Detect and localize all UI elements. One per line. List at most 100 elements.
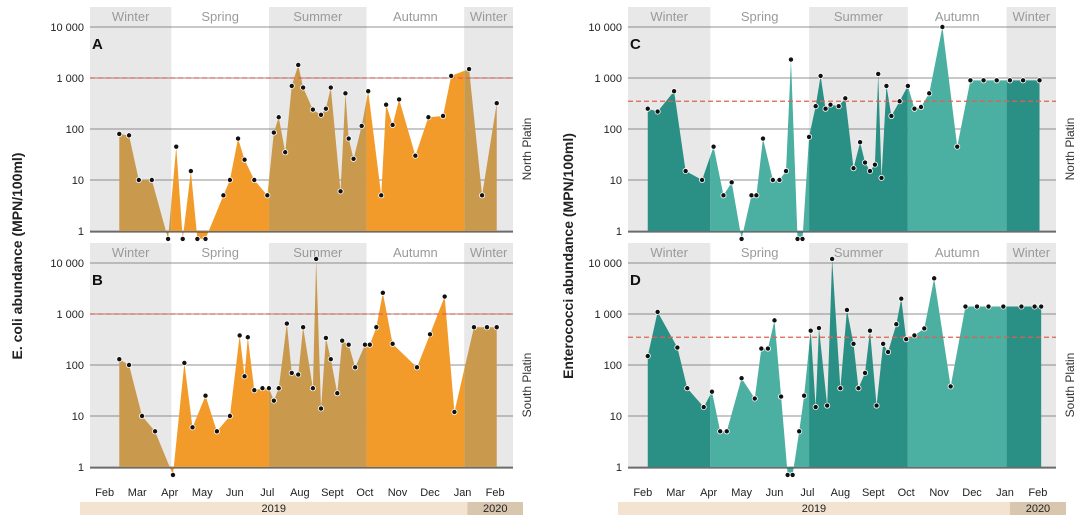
data-point — [888, 112, 895, 119]
data-point — [771, 317, 778, 324]
area-segment — [809, 261, 908, 467]
data-point — [126, 361, 133, 368]
data-point — [759, 135, 766, 142]
data-point — [264, 192, 271, 199]
data-point — [875, 70, 882, 77]
month-label: May — [731, 487, 752, 499]
data-point — [334, 390, 341, 397]
data-point — [181, 359, 188, 366]
data-point — [365, 88, 372, 95]
data-point — [288, 82, 295, 89]
data-point — [352, 364, 359, 371]
data-point — [862, 369, 869, 376]
area-group — [647, 27, 1040, 239]
data-point — [251, 387, 258, 394]
data-point — [904, 82, 911, 89]
data-point — [300, 84, 307, 91]
data-point — [235, 135, 242, 142]
data-point — [318, 111, 325, 118]
panel-label: D — [630, 272, 641, 289]
panel-label: A — [92, 36, 103, 53]
data-point — [878, 174, 885, 181]
data-point — [337, 188, 344, 195]
data-point — [728, 179, 735, 186]
y-tick-label: 10 000 — [50, 22, 84, 34]
month-label: Feb — [95, 487, 114, 499]
data-point — [265, 385, 272, 392]
side-label: South Platin — [1063, 353, 1077, 418]
area-segment — [907, 27, 1007, 231]
data-point — [241, 373, 248, 380]
month-label: Jul — [800, 487, 814, 499]
month-label: Dec — [962, 487, 982, 499]
area-segment — [464, 327, 497, 467]
season-label: Winter — [650, 245, 688, 260]
area-segment — [366, 292, 465, 467]
data-point — [202, 392, 209, 399]
data-point — [213, 428, 220, 435]
data-point — [148, 176, 155, 183]
month-label: Dec — [420, 487, 440, 499]
data-point — [911, 332, 918, 339]
data-point — [373, 324, 380, 331]
month-label: Oct — [356, 487, 373, 499]
month-label: Feb — [486, 487, 505, 499]
data-point — [822, 105, 829, 112]
data-point — [327, 84, 334, 91]
season-label: Spring — [201, 245, 239, 260]
data-point — [926, 90, 933, 97]
season-label: Autumn — [393, 9, 438, 24]
data-point — [313, 255, 320, 262]
data-point — [383, 101, 390, 108]
season-label: Winter — [112, 9, 150, 24]
year-bars: 2019 2020 2019 2020 — [80, 502, 1066, 515]
data-point — [817, 72, 824, 79]
data-point — [179, 235, 186, 242]
year-bar-2020 — [1009, 502, 1066, 515]
area-segment — [366, 70, 465, 231]
data-point — [644, 105, 651, 112]
data-point — [787, 56, 794, 63]
data-point — [1000, 303, 1007, 310]
data-point — [855, 385, 862, 392]
data-point — [883, 82, 890, 89]
data-point — [366, 341, 373, 348]
data-point — [850, 165, 857, 172]
season-label: Winter — [112, 245, 150, 260]
area-segment — [1006, 80, 1040, 231]
data-point — [710, 143, 717, 150]
data-point — [309, 385, 316, 392]
data-point — [1038, 303, 1045, 310]
y-tick-label: 10 000 — [50, 258, 84, 270]
data-point — [309, 106, 316, 113]
area-segment — [171, 335, 269, 475]
data-point — [1036, 77, 1043, 84]
data-point — [967, 77, 974, 84]
data-point — [173, 143, 180, 150]
year-bar-2019 — [80, 502, 468, 515]
data-point — [389, 340, 396, 347]
data-point — [361, 341, 368, 348]
panel-D: Winter Spring Summer Autumn Winter 1 10 100 1 00… — [588, 243, 1077, 499]
data-point — [322, 334, 329, 341]
data-point — [843, 306, 850, 313]
data-point — [448, 72, 455, 79]
month-label: May — [192, 487, 213, 499]
year-label: 2019 — [261, 503, 285, 515]
area-segment — [710, 320, 810, 475]
y-tick-label: 100 — [604, 124, 622, 136]
data-point — [226, 176, 233, 183]
data-point — [699, 176, 706, 183]
y-tick-label: 10 000 — [588, 258, 622, 270]
data-point — [358, 122, 365, 129]
y-tick-label: 100 — [66, 360, 84, 372]
data-point — [327, 356, 334, 363]
data-point — [898, 295, 905, 302]
data-point — [1020, 77, 1027, 84]
month-label: Jan — [454, 487, 472, 499]
data-point — [282, 149, 289, 156]
data-point — [911, 105, 918, 112]
data-point — [427, 331, 434, 338]
data-point — [425, 114, 432, 121]
data-point — [980, 77, 987, 84]
